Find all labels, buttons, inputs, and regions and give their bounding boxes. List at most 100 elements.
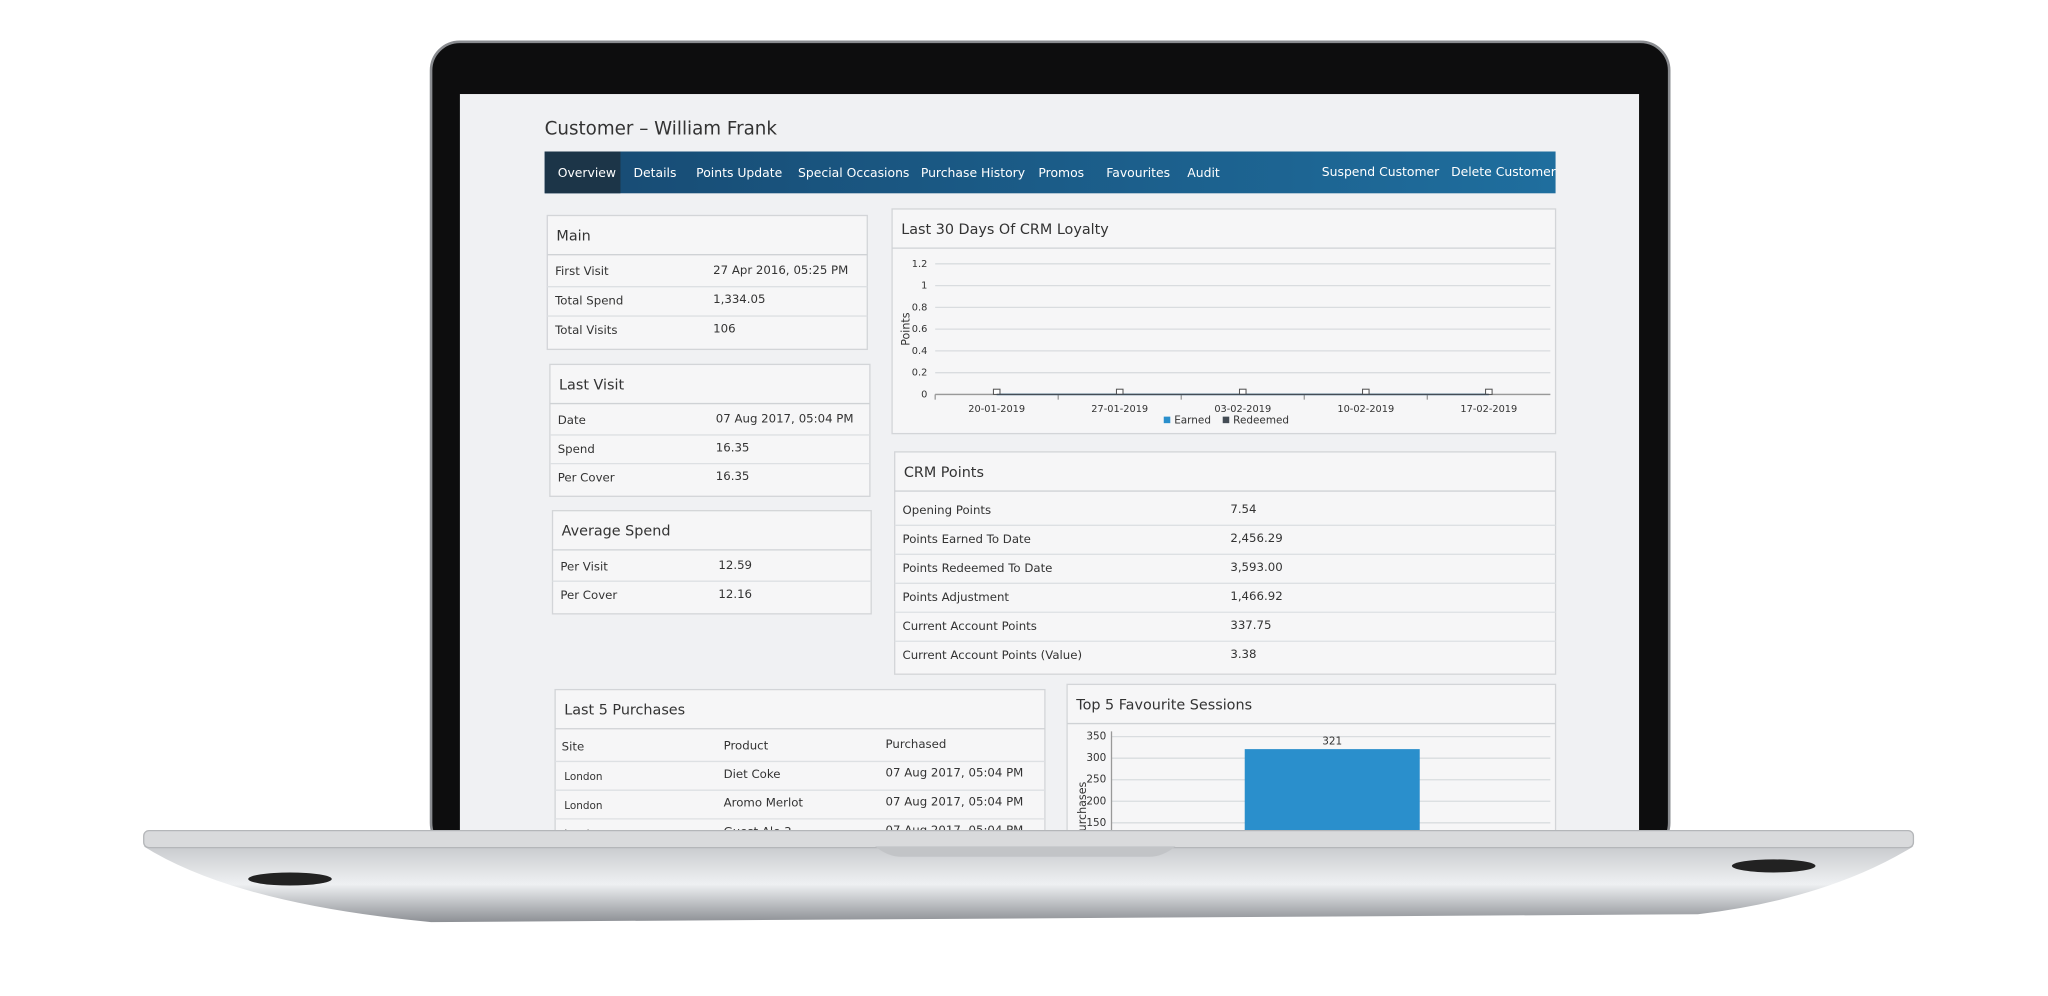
nav-tab[interactable]: Details: [633, 165, 676, 180]
y-tick-label: 1.2: [912, 259, 928, 270]
y-tick-label: 300: [1086, 752, 1106, 764]
cell-site: London: [564, 771, 602, 783]
y-tick-label: 350: [1086, 731, 1106, 743]
y-tick-label: 0.6: [912, 324, 928, 335]
x-tick-label: 03-02-2019: [1214, 404, 1271, 415]
row-value: 27 Apr 2016,: [713, 263, 789, 277]
y-tick-label: 0.8: [912, 302, 928, 313]
nav-bar: [544, 151, 1556, 194]
nav-tab[interactable]: Overview: [558, 165, 616, 180]
foot: [1731, 859, 1816, 873]
y-axis-label: Purchases: [1076, 781, 1089, 837]
row-label: Current Account Points: [903, 619, 1037, 633]
nav-tab[interactable]: Favourites: [1106, 165, 1170, 180]
row-label: Points Earned To Date: [903, 532, 1031, 546]
row-label: Opening Points: [903, 503, 992, 517]
cell-date: 07 Aug 2017,: [886, 794, 965, 808]
row-label: Points Redeemed To Date: [903, 561, 1053, 575]
purchases-panel: [554, 688, 1046, 843]
x-tick-label: 17-02-2019: [1460, 404, 1517, 415]
panel-title: Last Visit: [559, 377, 624, 393]
panel-title: Average Spend: [562, 524, 671, 540]
data-label: 321: [1322, 735, 1342, 747]
legend-swatch: [1222, 416, 1230, 424]
cell-time: 05:04 PM: [968, 794, 1023, 808]
row-value: 1,334.05: [713, 292, 765, 306]
y-axis-label: Points: [899, 312, 912, 346]
nav-tab[interactable]: Promos: [1038, 165, 1084, 180]
row-value: 16.35: [716, 469, 750, 483]
cell-product: Diet Coke: [724, 767, 781, 781]
legend-swatch: [1163, 416, 1171, 424]
point: [1115, 388, 1124, 395]
row-label: First Visit: [555, 264, 609, 278]
notch: [875, 846, 1176, 857]
x-tick-label: 20-01-2019: [968, 404, 1025, 415]
panel-title: CRM Points: [904, 465, 984, 481]
panel-title: Last 5 Purchases: [564, 702, 685, 718]
nav-tab[interactable]: Audit: [1187, 165, 1220, 180]
y-tick-label: 200: [1086, 795, 1106, 807]
row-value: 12.16: [718, 587, 752, 601]
row-label: Spend: [558, 442, 595, 456]
column-header: Site: [562, 740, 585, 754]
row-value: 3,593.00: [1230, 560, 1282, 574]
foot: [248, 872, 332, 886]
row-value: 2,456.29: [1230, 531, 1282, 545]
legend-label: Earned: [1174, 415, 1211, 427]
point: [1362, 388, 1370, 395]
row-time: 05:25 PM: [793, 263, 848, 277]
row-value: 337.75: [1230, 618, 1271, 632]
y-tick-label: 0.2: [912, 368, 928, 379]
row-label: Current Account Points (Value): [903, 648, 1083, 662]
laptop-base: [143, 846, 1914, 923]
info-panel: [551, 510, 872, 615]
point: [1238, 388, 1247, 395]
screen: Customer – William Frank Overview Details…: [459, 94, 1640, 843]
info-panel: [549, 363, 871, 497]
column-header: Product: [724, 738, 769, 752]
column-header: Purchased: [886, 737, 947, 751]
row-value: 106: [713, 322, 735, 336]
panel-title: Top 5 Favourite Sessions: [1075, 697, 1252, 713]
panel-title: Last 30 Days Of CRM Loyalty: [901, 222, 1109, 238]
cell-time: 05:04 PM: [968, 766, 1023, 780]
row-value: 7.54: [1230, 502, 1256, 516]
chart-panel: [891, 208, 1557, 435]
panel-title: Main: [556, 228, 590, 244]
row-label: Points Adjustment: [903, 590, 1010, 604]
row-value: 1,466.92: [1230, 589, 1282, 603]
nav-tab[interactable]: Special Occasions: [798, 165, 909, 180]
nav-active: [544, 151, 621, 194]
cell-site: London: [564, 800, 602, 812]
row-value: 07 Aug 2017,: [716, 412, 795, 426]
laptop-lid-edge: [143, 830, 1915, 849]
y-tick-label: 1: [921, 281, 927, 292]
legend-label: Redeemed: [1233, 415, 1289, 427]
cell-date: 07 Aug 2017,: [886, 766, 965, 780]
cell-product: Aromo Merlot: [724, 796, 804, 810]
row-label: Total Spend: [554, 294, 623, 308]
x-tick-label: 27-01-2019: [1091, 404, 1148, 415]
y-tick-label: 150: [1086, 817, 1106, 829]
row-label: Per Cover: [560, 588, 617, 602]
nav-action[interactable]: Delete Customer: [1451, 164, 1557, 179]
bar: [1244, 749, 1420, 843]
row-label: Per Visit: [560, 559, 608, 573]
y-tick-label: 0: [921, 389, 927, 400]
nav-tab[interactable]: Points Update: [696, 165, 782, 180]
row-label: Total Visits: [554, 323, 617, 337]
x-tick-label: 10-02-2019: [1337, 404, 1394, 415]
row-time: 05:04 PM: [799, 412, 854, 426]
y-tick-label: 0.4: [912, 346, 928, 357]
nav-action[interactable]: Suspend Customer: [1322, 164, 1440, 179]
row-value: 3.38: [1230, 647, 1256, 661]
row-label: Per Cover: [558, 471, 615, 485]
point: [1485, 388, 1493, 395]
row-label: Date: [558, 413, 586, 427]
info-panel: [894, 451, 1557, 675]
page-title: Customer – William Frank: [545, 118, 778, 139]
nav-tab[interactable]: Purchase History: [921, 165, 1025, 180]
